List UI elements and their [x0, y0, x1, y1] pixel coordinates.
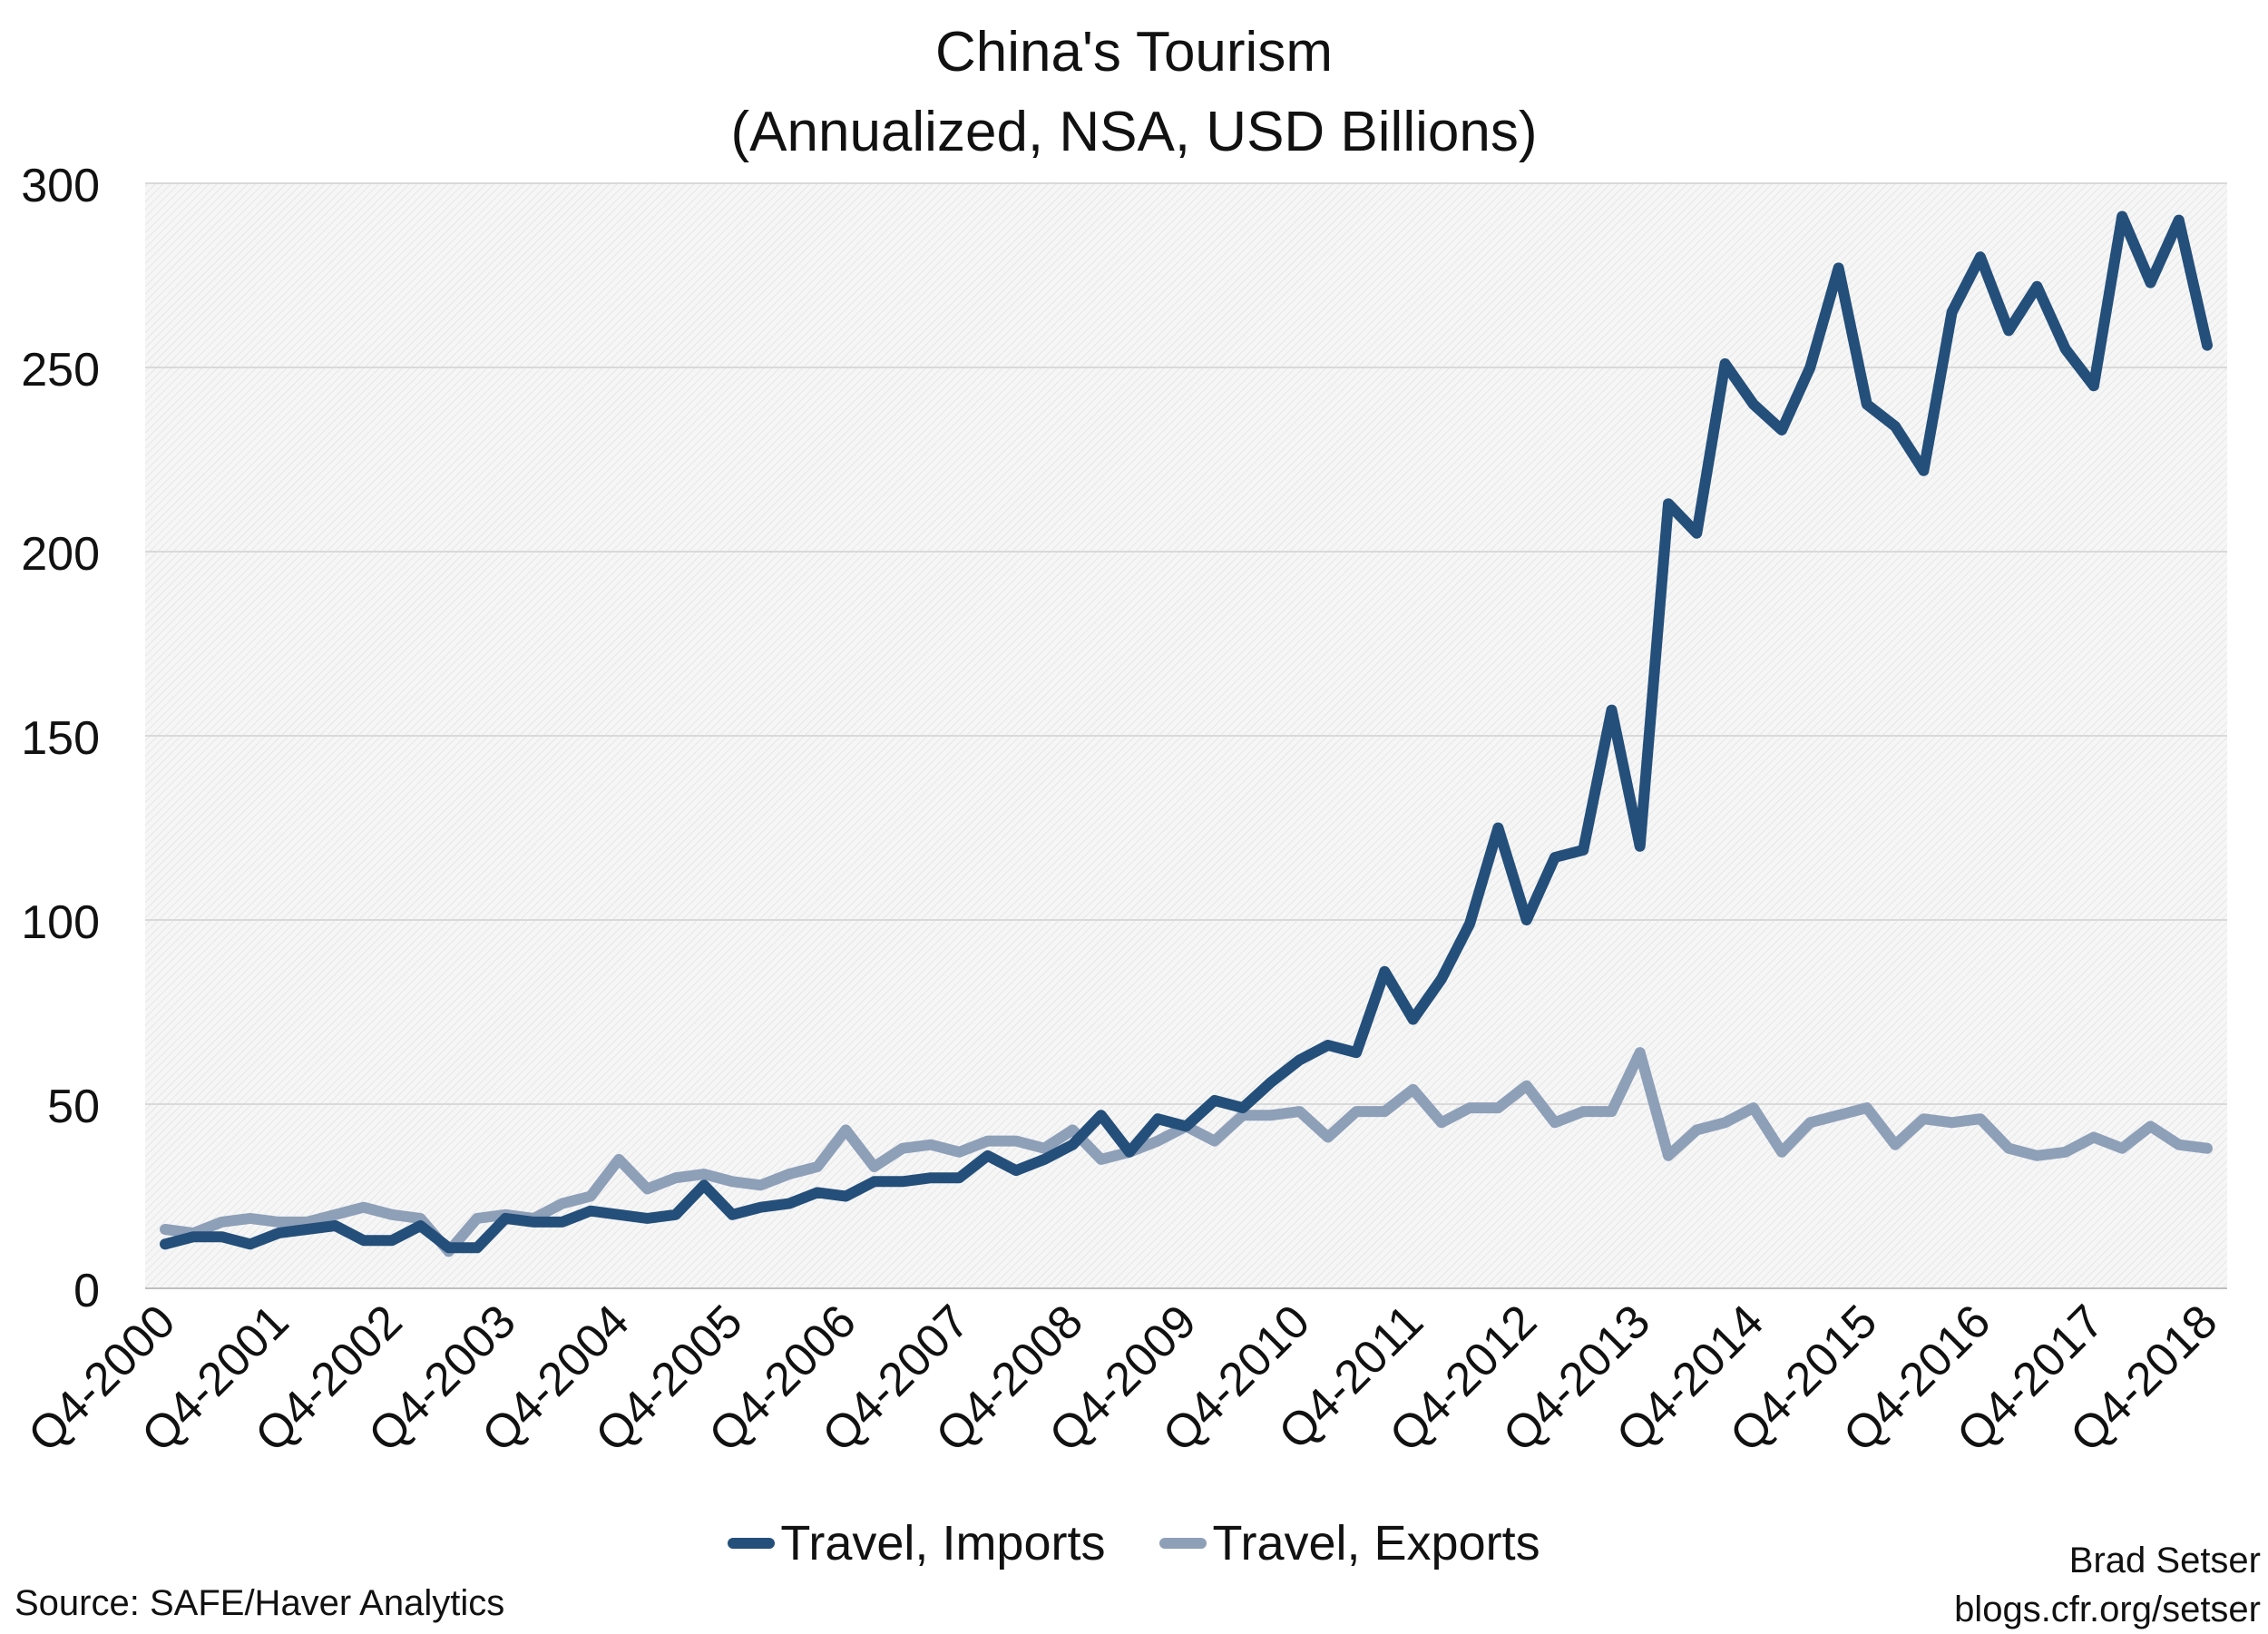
- legend-item-imports: Travel, Imports: [728, 1515, 1105, 1571]
- y-tick-label: 300: [21, 160, 100, 212]
- legend-item-exports: Travel, Exports: [1159, 1515, 1540, 1571]
- legend-label-imports: Travel, Imports: [780, 1516, 1106, 1570]
- y-tick-label: 150: [21, 712, 100, 765]
- y-tick-label: 0: [73, 1265, 100, 1317]
- series-line-imports: [160, 210, 2213, 1254]
- chart-subtitle: (Annualized, NSA, USD Billions): [730, 101, 1538, 163]
- legend-label-exports: Travel, Exports: [1212, 1516, 1540, 1570]
- legend-swatch-exports: [1159, 1538, 1207, 1549]
- y-tick-label: 250: [21, 344, 100, 396]
- source-note: Source: SAFE/Haver Analytics: [15, 1583, 505, 1623]
- credit-url: blogs.cfr.org/setser: [1954, 1590, 2261, 1629]
- y-tick-label: 50: [47, 1081, 100, 1133]
- chart-title: China's Tourism: [935, 21, 1333, 83]
- credit-author: Brad Setser: [2068, 1541, 2261, 1580]
- legend: Travel, Imports Travel, Exports: [0, 1515, 2268, 1571]
- legend-swatch-imports: [728, 1538, 776, 1549]
- y-tick-label: 200: [21, 528, 100, 581]
- y-tick-label: 100: [21, 896, 100, 949]
